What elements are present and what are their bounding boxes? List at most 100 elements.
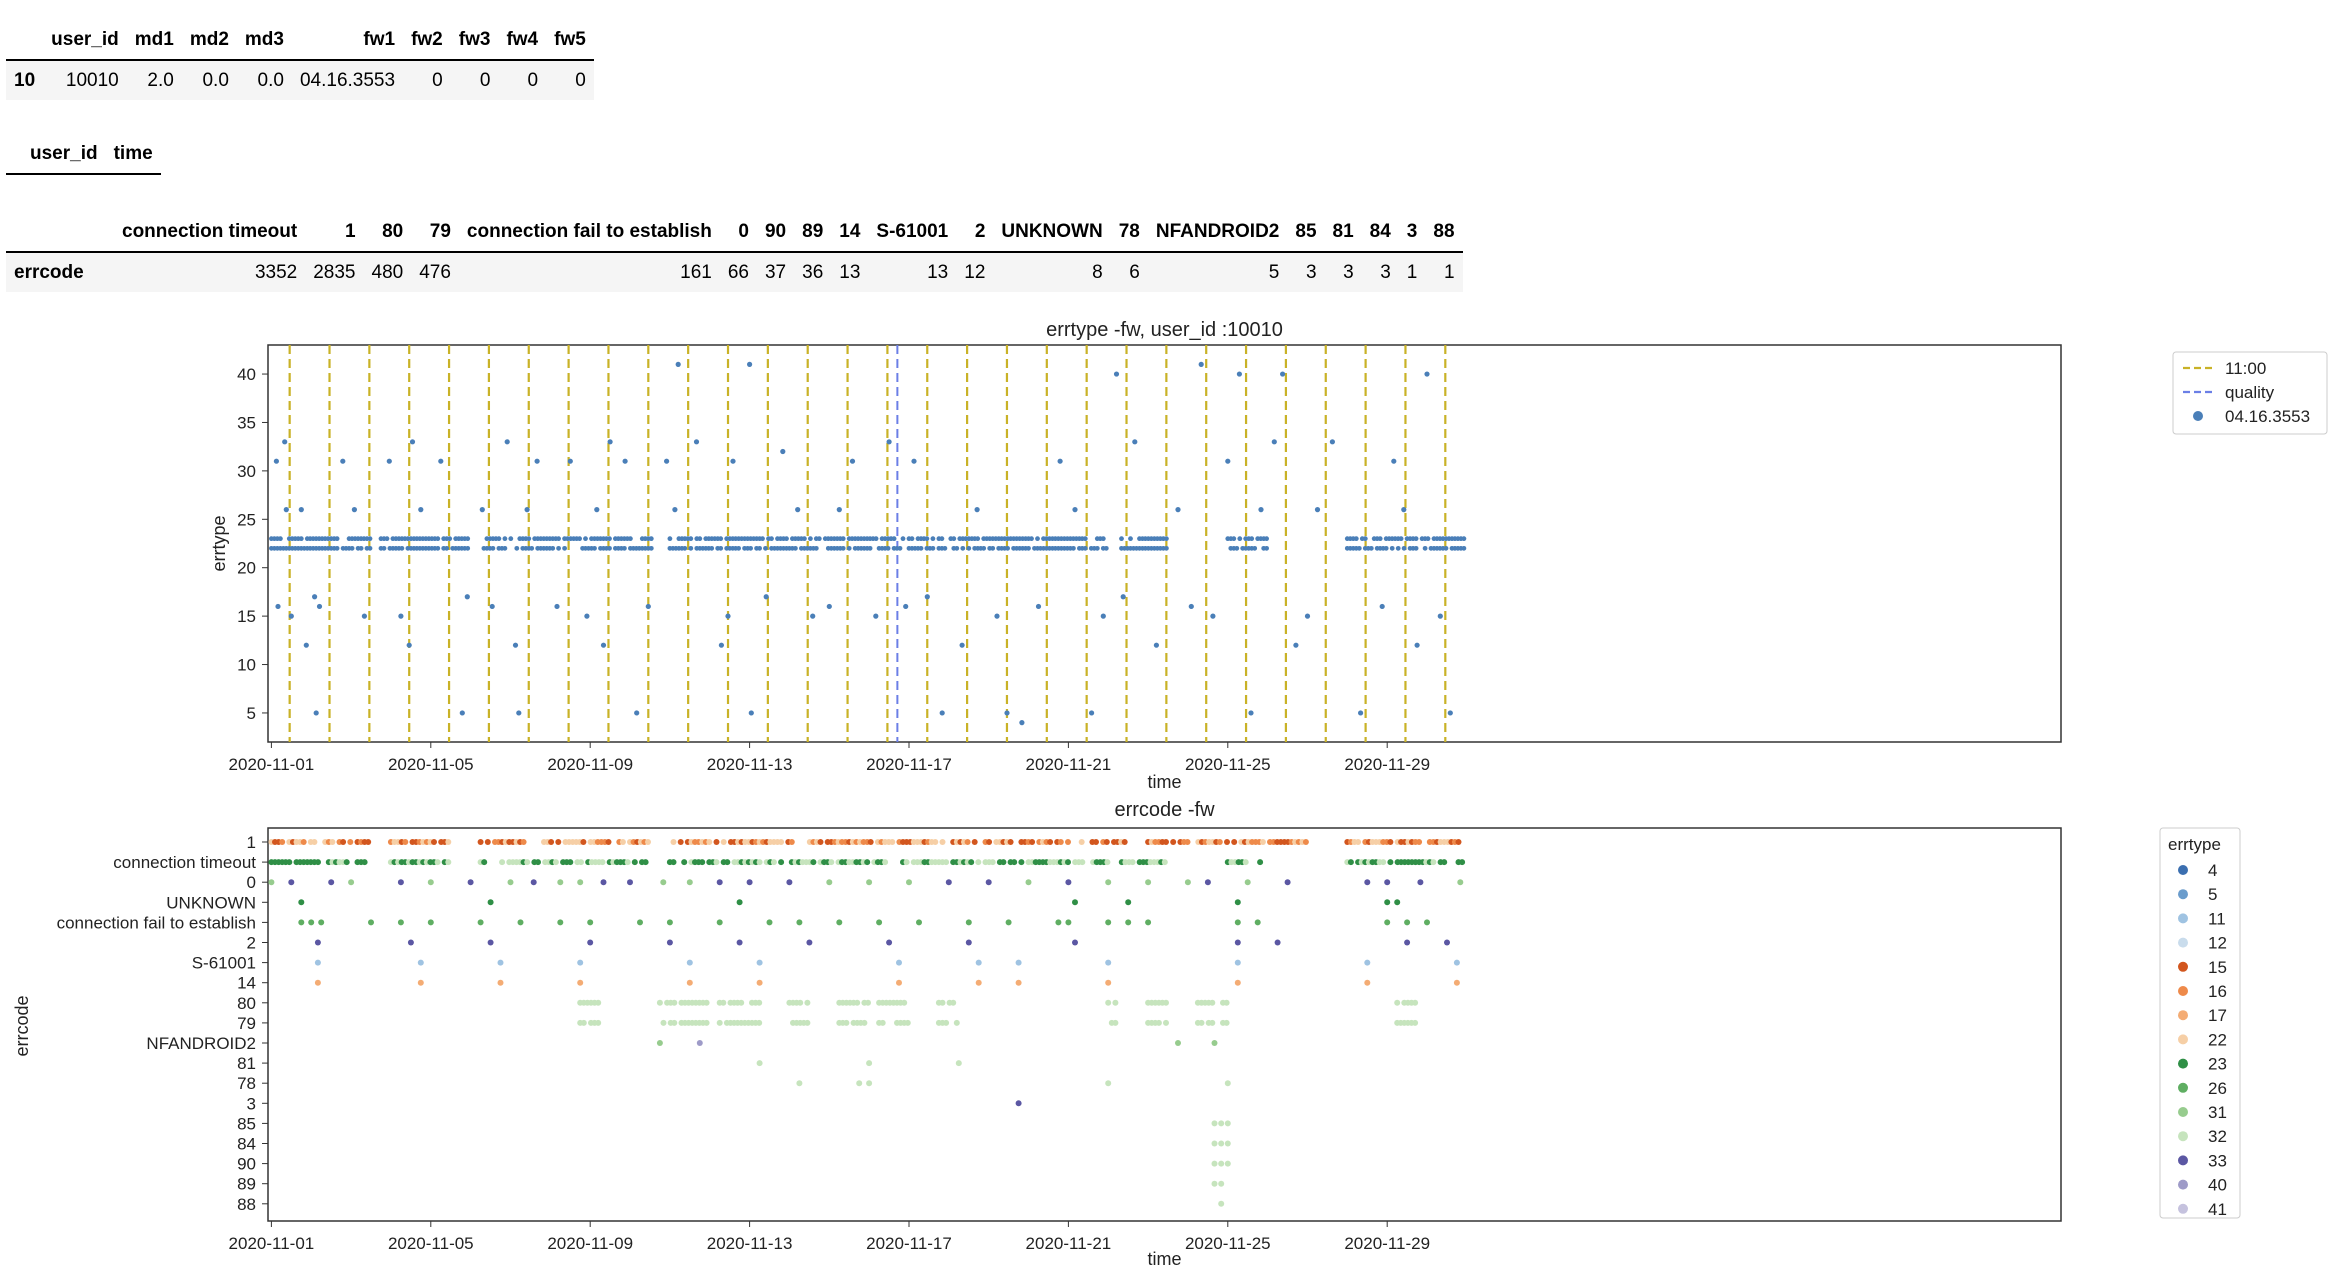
- legend-marker: [2178, 961, 2188, 972]
- data-point: [713, 859, 720, 866]
- table-cell: 36: [802, 261, 824, 283]
- data-point: [1004, 710, 1010, 716]
- data-point: [865, 999, 871, 1006]
- data-point: [459, 710, 465, 716]
- column-header: user_id: [22, 134, 106, 175]
- data-point: [810, 859, 817, 866]
- data-point: [431, 839, 437, 845]
- data-point: [1105, 999, 1112, 1006]
- data-point: [932, 839, 939, 845]
- data-point: [1100, 613, 1106, 619]
- data-point: [504, 439, 510, 445]
- data-point: [666, 939, 673, 946]
- data-point: [1105, 979, 1112, 986]
- data-point: [1078, 839, 1085, 845]
- column-header: 1: [305, 212, 364, 253]
- data-point: [1015, 959, 1022, 966]
- data-point: [427, 919, 434, 926]
- y-tick-label: UNKNOWN: [166, 893, 256, 912]
- column-header: 2: [956, 212, 994, 253]
- data-point: [1170, 839, 1177, 845]
- data-point: [1391, 458, 1397, 464]
- data-point: [697, 536, 703, 542]
- data-point: [562, 545, 567, 551]
- data-point: [671, 999, 678, 1006]
- data-point: [836, 507, 842, 513]
- data-point: [648, 545, 654, 551]
- data-point: [279, 839, 286, 845]
- data-point: [953, 1019, 960, 1026]
- data-point: [298, 507, 304, 513]
- data-point: [311, 839, 318, 845]
- legend-label: 04.16.3553: [2225, 407, 2310, 426]
- data-point: [298, 536, 304, 542]
- data-point: [889, 839, 896, 845]
- data-point: [1461, 545, 1467, 551]
- chart-title: errcode -fw: [1114, 799, 1215, 821]
- data-point: [918, 545, 924, 551]
- data-point: [1065, 919, 1072, 926]
- data-point: [489, 603, 495, 610]
- data-point: [1395, 545, 1401, 551]
- column-header: fw3: [450, 20, 499, 61]
- data-point: [508, 536, 514, 542]
- data-point: [1121, 839, 1128, 845]
- data-point: [278, 536, 283, 542]
- data-point: [909, 536, 915, 542]
- data-point: [479, 507, 485, 513]
- data-point: [1161, 859, 1168, 866]
- data-point: [896, 979, 902, 986]
- data-point: [288, 613, 294, 619]
- data-point: [1029, 536, 1034, 542]
- data-point: [286, 859, 293, 866]
- data-point: [736, 939, 743, 946]
- x-tick-label: 2020-11-25: [1185, 1234, 1271, 1253]
- data-point: [866, 1080, 873, 1087]
- data-point: [557, 919, 564, 926]
- x-tick-label: 2020-11-29: [1344, 1234, 1430, 1253]
- data-point: [1163, 999, 1169, 1006]
- legend-marker: [2178, 889, 2188, 900]
- data-point: [686, 979, 693, 986]
- data-point: [1384, 879, 1391, 886]
- data-point: [464, 594, 470, 600]
- data-point: [1424, 919, 1430, 926]
- data-point: [1129, 859, 1136, 866]
- data-point: [804, 999, 811, 1006]
- data-point: [873, 613, 879, 619]
- data-point: [670, 839, 677, 845]
- data-point: [817, 839, 824, 845]
- data-point: [688, 536, 694, 542]
- data-point: [580, 1019, 587, 1026]
- y-tick-label: 40: [237, 365, 256, 384]
- data-point: [1218, 1200, 1225, 1207]
- data-point: [445, 839, 452, 845]
- data-point: [594, 507, 600, 513]
- legend-label: 33: [2208, 1151, 2227, 1170]
- data-point: [686, 959, 693, 966]
- data-point: [367, 536, 373, 542]
- legend-label: 31: [2208, 1103, 2227, 1122]
- data-point: [445, 859, 452, 866]
- data-point: [526, 536, 532, 542]
- data-point: [1248, 710, 1254, 716]
- errcode-count-table: connection timeout 1 80 79 connection fail t…: [6, 212, 1463, 292]
- data-point: [813, 545, 819, 551]
- data-point: [496, 536, 502, 542]
- data-point: [760, 536, 765, 542]
- data-point: [964, 839, 971, 845]
- data-point: [876, 919, 883, 926]
- data-point: [567, 458, 573, 464]
- data-point: [556, 536, 561, 542]
- data-point: [1257, 859, 1264, 866]
- data-point: [703, 999, 710, 1006]
- data-point: [282, 439, 288, 445]
- data-point: [670, 859, 677, 866]
- data-point: [550, 545, 556, 551]
- data-point: [444, 545, 450, 551]
- data-point: [816, 536, 822, 542]
- data-point: [1293, 642, 1299, 648]
- data-point: [1094, 545, 1100, 551]
- data-point: [748, 710, 754, 716]
- data-point: [1035, 603, 1042, 610]
